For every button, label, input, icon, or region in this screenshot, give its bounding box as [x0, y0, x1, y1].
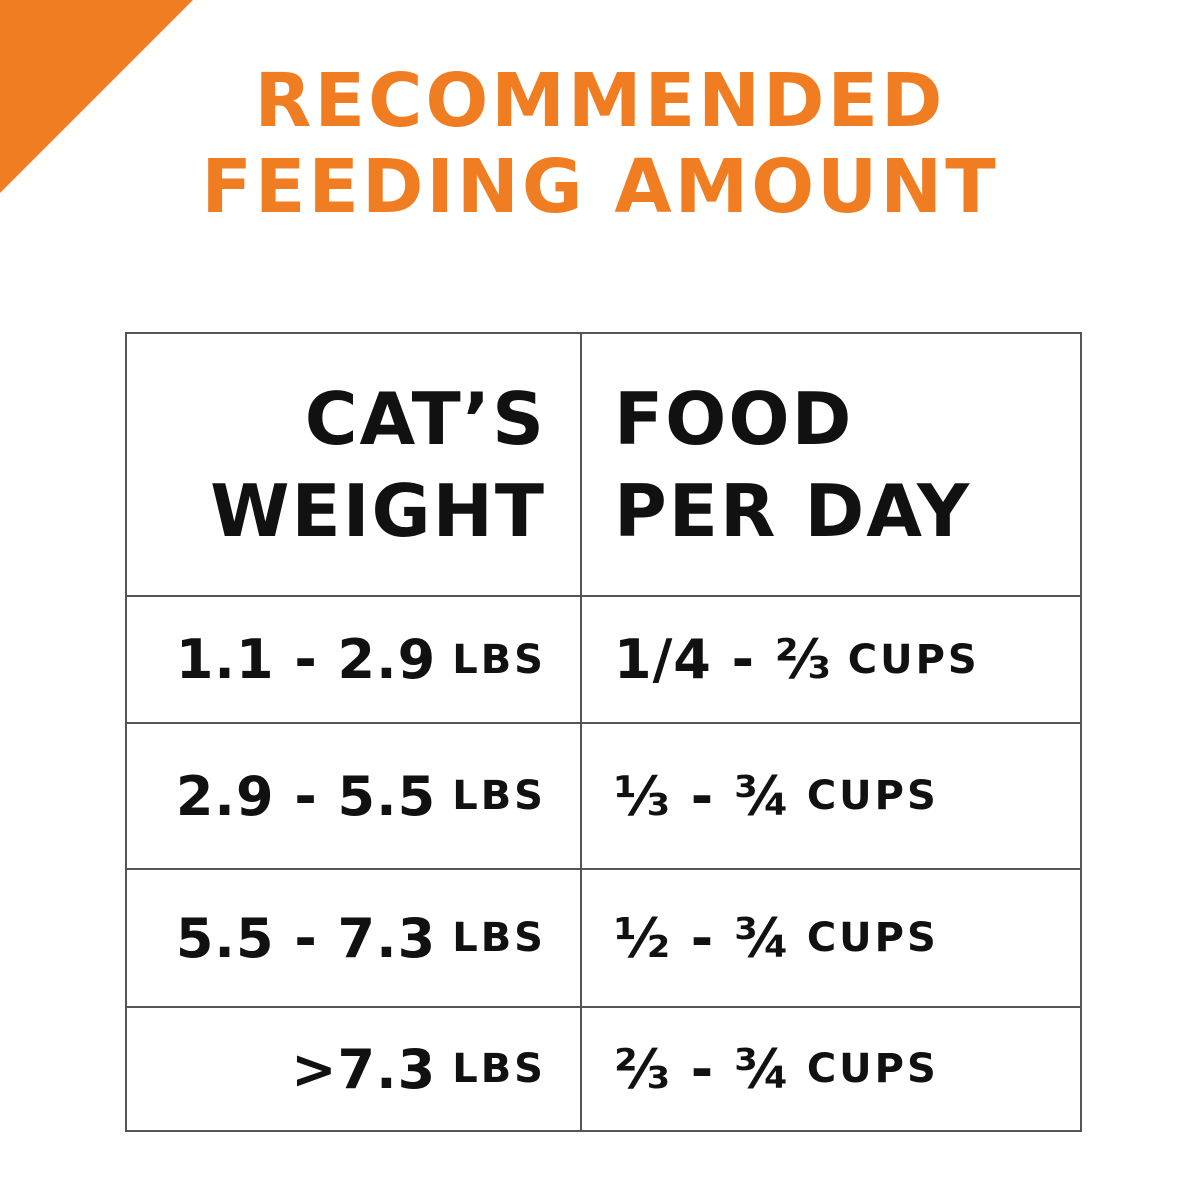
- weight-cell: 5.5 - 7.3 LBS: [127, 870, 582, 1006]
- weight-unit: LBS: [452, 1046, 546, 1092]
- weight-cell: 1.1 - 2.9 LBS: [127, 597, 582, 722]
- food-cell: ⅔ - ¾ CUPS: [582, 1008, 1080, 1130]
- title-line-1: RECOMMENDED: [254, 58, 946, 144]
- table-row: 1.1 - 2.9 LBS 1/4 - ⅔ CUPS: [127, 597, 1080, 724]
- table-row: >7.3 LBS ⅔ - ¾ CUPS: [127, 1008, 1080, 1130]
- table-row: 5.5 - 7.3 LBS ½ - ¾ CUPS: [127, 870, 1080, 1008]
- food-cell: ⅓ - ¾ CUPS: [582, 724, 1080, 868]
- food-range: 1/4 - ⅔: [614, 628, 832, 691]
- food-unit: CUPS: [847, 636, 980, 683]
- weight-unit: LBS: [452, 636, 546, 683]
- weight-cell: >7.3 LBS: [127, 1008, 582, 1130]
- weight-range: 5.5 - 7.3: [175, 906, 437, 970]
- food-range: ⅓ - ¾: [614, 764, 791, 828]
- food-range: ½ - ¾: [614, 906, 791, 970]
- food-range: ⅔ - ¾: [614, 1037, 791, 1101]
- food-cell: ½ - ¾ CUPS: [582, 870, 1080, 1006]
- weight-range: 1.1 - 2.9: [175, 628, 437, 691]
- page-title: RECOMMENDED FEEDING AMOUNT: [0, 58, 1200, 230]
- table-row: 2.9 - 5.5 LBS ⅓ - ¾ CUPS: [127, 724, 1080, 870]
- header-weight-line-2: WEIGHT: [210, 468, 546, 553]
- header-cell-food: FOOD PER DAY: [582, 334, 1080, 595]
- header-food-line-1: FOOD: [614, 376, 854, 461]
- weight-unit: LBS: [452, 773, 546, 819]
- food-cell: 1/4 - ⅔ CUPS: [582, 597, 1080, 722]
- title-line-2: FEEDING AMOUNT: [201, 144, 999, 230]
- weight-unit: LBS: [452, 915, 546, 961]
- header-cell-weight: CAT’S WEIGHT: [127, 334, 582, 595]
- table-header-row: CAT’S WEIGHT FOOD PER DAY: [127, 334, 1080, 597]
- food-unit: CUPS: [806, 1046, 939, 1092]
- weight-range: 2.9 - 5.5: [175, 764, 437, 828]
- weight-range: >7.3: [291, 1037, 437, 1101]
- orange-corner-triangle: [0, 0, 193, 193]
- feeding-table: CAT’S WEIGHT FOOD PER DAY 1.1 - 2.9 LBS …: [125, 332, 1082, 1132]
- header-food-line-2: PER DAY: [614, 468, 972, 553]
- food-unit: CUPS: [806, 915, 939, 961]
- weight-cell: 2.9 - 5.5 LBS: [127, 724, 582, 868]
- header-weight-line-1: CAT’S: [304, 376, 546, 461]
- food-unit: CUPS: [806, 773, 939, 819]
